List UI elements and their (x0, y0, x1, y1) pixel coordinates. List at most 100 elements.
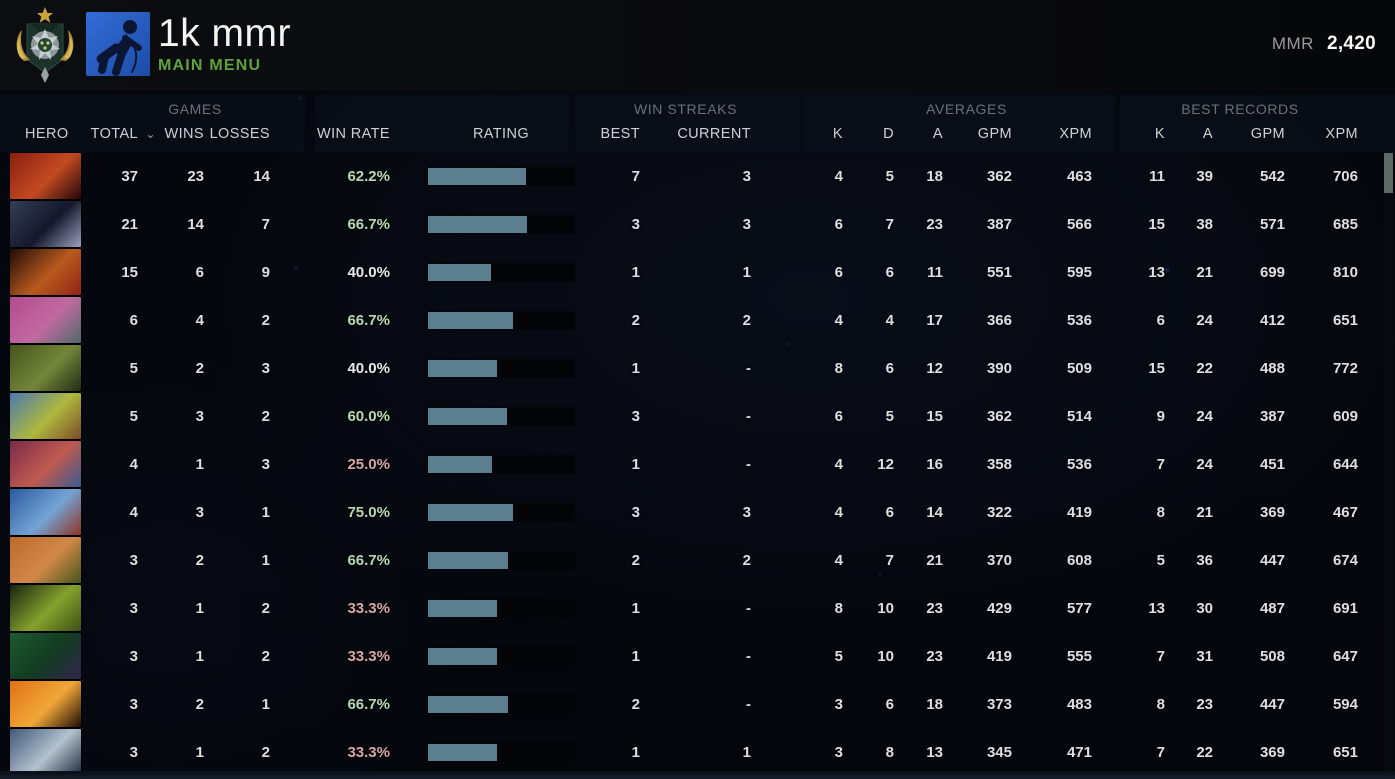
header-panel (805, 95, 1115, 152)
cell-avg-deaths: 12 (877, 455, 894, 473)
column-header-avg-assists[interactable]: A (932, 126, 943, 142)
rating-bar-track (428, 263, 574, 281)
hero-row[interactable]: 3 1 2 33.3% 1 - 8 10 23 429 577 13 30 48… (0, 584, 1395, 632)
hero-row[interactable]: 6 4 2 66.7% 2 2 4 4 17 366 536 6 24 412 … (0, 296, 1395, 344)
cell-best-assists: 24 (1196, 311, 1213, 329)
hero-portrait-venomancer (10, 585, 81, 631)
rating-bar (390, 647, 580, 665)
cell-streak-current: - (746, 455, 751, 473)
hero-row[interactable]: 21 14 7 66.7% 3 3 6 7 23 387 566 15 38 5… (0, 200, 1395, 248)
cell-avg-gpm: 429 (986, 599, 1012, 617)
column-header-avg-gpm[interactable]: GPM (977, 126, 1012, 142)
cell-avg-kills: 4 (834, 455, 843, 473)
cell-losses: 9 (261, 263, 270, 281)
hero-row[interactable]: 3 1 2 33.3% 1 1 3 8 13 345 471 7 22 369 … (0, 728, 1395, 776)
cell-avg-assists: 23 (926, 647, 943, 665)
column-header-avg-kills[interactable]: K (832, 126, 843, 142)
column-header-avg-deaths[interactable]: D (883, 126, 894, 142)
cell-avg-deaths: 5 (885, 167, 894, 185)
cell-avg-kills: 6 (834, 407, 843, 425)
cell-avg-xpm: 555 (1066, 647, 1092, 665)
vertical-scrollbar-track[interactable] (1384, 152, 1393, 771)
cell-losses: 1 (261, 551, 270, 569)
player-avatar[interactable] (86, 12, 150, 76)
column-header-best-assists[interactable]: A (1202, 126, 1213, 142)
rating-bar-track (428, 455, 574, 473)
cell-avg-kills: 6 (834, 263, 843, 281)
cell-wins: 23 (187, 167, 204, 185)
group-label-games: GAMES (168, 101, 222, 117)
column-header-rating[interactable]: RATING (472, 126, 530, 142)
hero-row[interactable]: 15 6 9 40.0% 1 1 6 6 11 551 595 13 21 69… (0, 248, 1395, 296)
cell-wins: 3 (195, 407, 204, 425)
cell-streak-best: 2 (631, 551, 640, 569)
column-header-best-kills[interactable]: K (1154, 126, 1165, 142)
column-header-avg-xpm[interactable]: XPM (1059, 126, 1092, 142)
cell-best-kills: 13 (1148, 599, 1165, 617)
cell-avg-deaths: 4 (885, 311, 894, 329)
hero-row[interactable]: 37 23 14 62.2% 7 3 4 5 18 362 463 11 39 … (0, 152, 1395, 200)
rating-bar (390, 695, 580, 713)
column-header-best-xpm[interactable]: XPM (1325, 126, 1358, 142)
win-rate-value: 66.7% (347, 551, 390, 569)
column-header-win-rate[interactable]: WIN RATE (316, 126, 390, 142)
sort-chevron-icon[interactable]: ⌄ (145, 127, 156, 141)
cell-streak-current: - (746, 647, 751, 665)
column-header-wins[interactable]: WINS (164, 126, 204, 142)
cell-avg-xpm: 595 (1066, 263, 1092, 281)
cell-avg-gpm: 362 (986, 167, 1012, 185)
cell-streak-current: 2 (742, 311, 751, 329)
cell-wins: 2 (195, 359, 204, 377)
column-header-total[interactable]: TOTAL ⌄ (90, 126, 156, 142)
cell-best-xpm: 647 (1332, 647, 1358, 665)
rating-bar-track (428, 359, 574, 377)
win-rate-value: 66.7% (347, 695, 390, 713)
hero-row[interactable]: 5 3 2 60.0% 3 - 6 5 15 362 514 9 24 387 … (0, 392, 1395, 440)
win-rate-value: 66.7% (347, 215, 390, 233)
hero-row[interactable]: 4 3 1 75.0% 3 3 4 6 14 322 419 8 21 369 … (0, 488, 1395, 536)
rating-bar-track (428, 551, 574, 569)
cell-wins: 3 (195, 503, 204, 521)
hero-row[interactable]: 4 1 3 25.0% 1 - 4 12 16 358 536 7 24 451… (0, 440, 1395, 488)
column-header-streak-current[interactable]: CURRENT (677, 126, 751, 142)
cell-wins: 1 (195, 455, 204, 473)
cell-streak-best: 2 (631, 695, 640, 713)
column-header-best-gpm[interactable]: GPM (1250, 126, 1285, 142)
column-header-hero[interactable]: HERO (25, 126, 69, 142)
hero-row[interactable]: 3 2 1 66.7% 2 - 3 6 18 373 483 8 23 447 … (0, 680, 1395, 728)
rating-bar-fill (428, 407, 507, 425)
hero-portrait-bloodseeker (10, 249, 81, 295)
rating-bar-track (428, 167, 574, 185)
cell-avg-kills: 4 (834, 311, 843, 329)
win-rate-value: 33.3% (347, 743, 390, 761)
column-header-losses[interactable]: LOSSES (209, 126, 270, 142)
cell-avg-xpm: 577 (1066, 599, 1092, 617)
cell-best-xpm: 651 (1332, 743, 1358, 761)
vertical-scrollbar-thumb[interactable] (1384, 153, 1393, 193)
win-rate-value: 25.0% (347, 455, 390, 473)
cell-total: 37 (121, 167, 138, 185)
cell-avg-deaths: 5 (885, 407, 894, 425)
cell-streak-best: 3 (631, 407, 640, 425)
cell-avg-gpm: 322 (986, 503, 1012, 521)
hero-row[interactable]: 3 1 2 33.3% 1 - 5 10 23 419 555 7 31 508… (0, 632, 1395, 680)
rating-bar (390, 551, 580, 569)
group-label-win-streaks: WIN STREAKS (633, 101, 738, 117)
rating-bar-track (428, 695, 574, 713)
cell-losses: 1 (261, 503, 270, 521)
rating-bar-track (428, 311, 574, 329)
hero-row[interactable]: 3 2 1 66.7% 2 2 4 7 21 370 608 5 36 447 … (0, 536, 1395, 584)
cell-streak-current: 3 (742, 167, 751, 185)
column-header-streak-best[interactable]: BEST (600, 126, 640, 142)
cell-streak-best: 2 (631, 311, 640, 329)
cell-avg-gpm: 366 (986, 311, 1012, 329)
cell-best-gpm: 542 (1259, 167, 1285, 185)
cell-best-assists: 31 (1196, 647, 1213, 665)
cell-avg-assists: 11 (927, 263, 943, 281)
cell-best-xpm: 609 (1332, 407, 1358, 425)
hero-row[interactable]: 5 2 3 40.0% 1 - 8 6 12 390 509 15 22 488… (0, 344, 1395, 392)
hero-portrait-phoenix (10, 681, 81, 727)
cell-best-assists: 36 (1196, 551, 1213, 569)
rating-bar-fill (428, 311, 513, 329)
cell-streak-best: 7 (631, 167, 640, 185)
